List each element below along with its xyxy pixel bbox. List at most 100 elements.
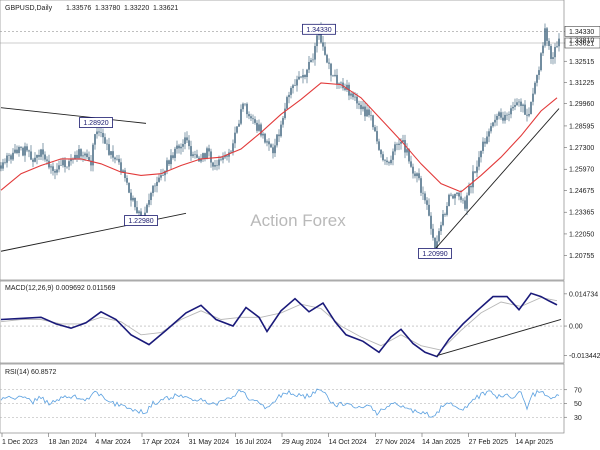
- candle: [364, 102, 366, 122]
- candle: [58, 160, 60, 173]
- candle-body: [218, 159, 220, 166]
- candle: [254, 116, 256, 125]
- candle-body: [306, 69, 308, 78]
- candle: [40, 148, 42, 161]
- candle-body: [264, 133, 266, 143]
- candle: [146, 203, 148, 214]
- candle: [554, 43, 556, 64]
- price-tick-box: [564, 37, 600, 49]
- candle: [524, 100, 526, 115]
- candle-body: [324, 46, 326, 55]
- candle-body: [170, 155, 172, 165]
- candle: [258, 119, 260, 132]
- candle: [250, 113, 252, 122]
- candle: [248, 111, 250, 120]
- candle-body: [530, 101, 532, 115]
- candle-body: [178, 145, 180, 149]
- candle: [292, 83, 294, 94]
- candle: [60, 158, 62, 166]
- price-tick-label: 1.25970: [569, 167, 594, 174]
- candle: [102, 128, 104, 144]
- candle-body: [486, 136, 488, 144]
- candle: [288, 91, 290, 104]
- x-tick-label: 14 Jan 2025: [422, 439, 461, 446]
- candle-body: [458, 192, 460, 197]
- candle: [548, 38, 550, 50]
- macd-line: [0, 292, 558, 358]
- candle: [360, 101, 362, 115]
- candle-body: [322, 42, 324, 47]
- annotation-label: 1.22980: [128, 218, 153, 225]
- candle: [538, 66, 540, 80]
- candle-body: [350, 93, 352, 96]
- candle-body: [190, 146, 192, 157]
- candle: [376, 125, 378, 145]
- candle: [68, 158, 70, 171]
- candle-body: [242, 103, 244, 110]
- x-tick-label: 18 Jan 2024: [49, 439, 88, 446]
- candle: [416, 172, 418, 183]
- candle: [24, 142, 26, 162]
- candle: [296, 75, 298, 92]
- candle-body: [16, 149, 18, 154]
- candle-body: [526, 114, 528, 116]
- annotation-box: [302, 23, 336, 35]
- candle-body: [100, 132, 102, 133]
- candle-body: [102, 132, 104, 138]
- candle-body: [310, 60, 312, 62]
- candle-body: [180, 146, 182, 149]
- candle: [236, 126, 238, 134]
- candle-body: [246, 103, 248, 115]
- candle: [382, 151, 384, 162]
- candle-body: [366, 109, 368, 117]
- candle-body: [214, 165, 216, 167]
- candle: [396, 142, 398, 151]
- candle: [550, 44, 552, 64]
- candle: [118, 154, 120, 165]
- candle: [404, 134, 406, 159]
- price-annotation: 1.34330: [302, 23, 336, 35]
- candle-body: [152, 185, 154, 193]
- candle-body: [14, 149, 16, 153]
- candle-body: [196, 154, 198, 158]
- candle-body: [510, 108, 512, 115]
- candle: [126, 175, 128, 186]
- candle: [282, 115, 284, 128]
- candle-body: [462, 199, 464, 201]
- candle: [496, 113, 498, 126]
- candle-body: [266, 141, 268, 143]
- candle-body: [422, 192, 424, 194]
- macd-pane: MACD(12,26,9) 0.009692 0.011569 0.014734…: [0, 280, 600, 364]
- candle-body: [174, 148, 176, 158]
- candle-body: [88, 157, 90, 161]
- candle: [462, 197, 464, 204]
- candle-body: [278, 134, 280, 137]
- candle: [490, 122, 492, 134]
- rsi-tick-label: 70: [574, 387, 582, 394]
- candle-body: [358, 103, 360, 105]
- candle: [328, 58, 330, 70]
- candle-body: [282, 118, 284, 125]
- candle-body: [396, 144, 398, 145]
- candle-body: [270, 144, 272, 148]
- candle: [402, 134, 404, 143]
- candle-body: [78, 149, 80, 159]
- candle: [156, 176, 158, 193]
- candle-body: [202, 153, 204, 159]
- candle: [252, 114, 254, 125]
- candle: [508, 111, 510, 122]
- candle: [426, 197, 428, 210]
- candle: [272, 143, 274, 159]
- candle-body: [460, 196, 462, 200]
- candle-body: [62, 160, 64, 166]
- candle-body: [364, 106, 366, 117]
- candle: [184, 132, 186, 150]
- candle: [16, 145, 18, 155]
- candle: [242, 102, 244, 112]
- candle-body: [404, 140, 406, 153]
- candle: [106, 139, 108, 151]
- rsi-tick-label: 30: [574, 415, 582, 422]
- candle-body: [354, 96, 356, 98]
- candle: [264, 132, 266, 144]
- x-tick-label: 27 Feb 2025: [469, 439, 508, 446]
